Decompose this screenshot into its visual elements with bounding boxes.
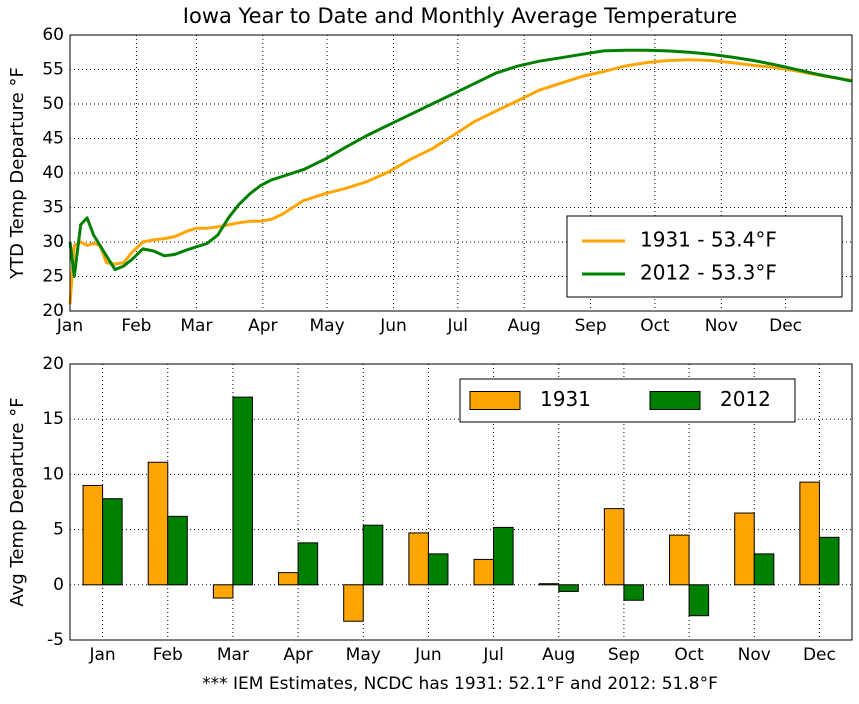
bar (799, 481, 820, 586)
x-tick-label: Aug (508, 316, 541, 336)
x-tick-label: Dec (769, 316, 802, 336)
y-tick-label: 55 (42, 60, 64, 80)
bar (343, 584, 364, 622)
x-tick-label: Aug (542, 645, 575, 665)
axes-frame (69, 363, 853, 641)
legend-label: 1931 (540, 387, 591, 411)
bar (212, 584, 234, 599)
x-tick-label: Mar (217, 645, 249, 665)
y-tick-label: 50 (42, 94, 64, 114)
line-series (68, 48, 853, 278)
bar (147, 461, 169, 586)
x-tick-label: May (346, 645, 381, 665)
x-tick-label: Jul (447, 316, 469, 336)
footnote: *** IEM Estimates, NCDC has 1931: 52.1°F… (202, 674, 718, 694)
legend-swatch (649, 391, 701, 410)
x-tick-label: Jan (88, 645, 115, 665)
line-series (68, 58, 853, 305)
bar (688, 584, 710, 617)
legend-box (566, 215, 843, 298)
y-tick-label: 5 (53, 520, 64, 540)
x-tick-label: Jun (414, 645, 442, 665)
bar (427, 553, 449, 586)
y-tick-label: 45 (42, 129, 64, 149)
x-tick-label: May (310, 316, 345, 336)
x-tick-label: Sep (575, 316, 607, 336)
legend-swatch (469, 391, 521, 410)
bar (753, 553, 775, 586)
x-tick-label: Sep (608, 645, 640, 665)
bar (623, 584, 644, 601)
y-tick-label: 35 (42, 198, 64, 218)
x-tick-label: Dec (803, 645, 836, 665)
y-tick-label: -5 (47, 630, 64, 650)
bar (603, 508, 625, 586)
x-tick-label: Feb (121, 316, 151, 336)
y-tick-label: 25 (42, 267, 64, 287)
x-tick-label: Jan (56, 316, 83, 336)
bar (408, 532, 429, 586)
bar (473, 558, 495, 586)
bar (818, 536, 840, 586)
bar (232, 396, 253, 586)
legend-label: 2012 - 53.3°F (640, 261, 777, 285)
chart-title: Iowa Year to Date and Monthly Average Te… (183, 4, 737, 28)
x-tick-label: Oct (640, 316, 670, 336)
y-tick-label: 40 (42, 163, 64, 183)
x-tick-label: Feb (153, 645, 183, 665)
y-tick-label: 20 (42, 354, 64, 374)
bar (734, 512, 755, 586)
bar (669, 534, 690, 586)
bar (558, 584, 579, 592)
bar (167, 515, 188, 586)
bar (82, 484, 104, 586)
x-tick-label: Apr (283, 645, 312, 665)
bar (102, 498, 123, 586)
y-tick-label: 0 (53, 575, 64, 595)
y-tick-label: 15 (42, 409, 64, 429)
x-tick-label: Jul (482, 645, 504, 665)
bar (278, 572, 299, 586)
x-tick-label: Nov (705, 316, 738, 336)
legend-label: 1931 - 53.4°F (640, 228, 777, 252)
x-tick-label: Nov (738, 645, 771, 665)
x-tick-label: Oct (674, 645, 704, 665)
y-tick-label: 20 (42, 301, 64, 321)
y-axis-label: YTD Temp Departure °F (7, 67, 28, 280)
y-axis-label: Avg Temp Departure °F (7, 397, 28, 606)
bar (362, 524, 384, 586)
bar (297, 542, 319, 586)
y-tick-label: 60 (42, 25, 64, 45)
bar (493, 526, 514, 586)
x-tick-label: Mar (180, 316, 212, 336)
legend-label: 2012 (720, 387, 771, 411)
bar (538, 583, 560, 586)
x-tick-label: Apr (248, 316, 277, 336)
y-tick-label: 10 (42, 464, 64, 484)
axes-frame (69, 34, 853, 312)
x-tick-label: Jun (379, 316, 407, 336)
y-tick-label: 30 (42, 232, 64, 252)
